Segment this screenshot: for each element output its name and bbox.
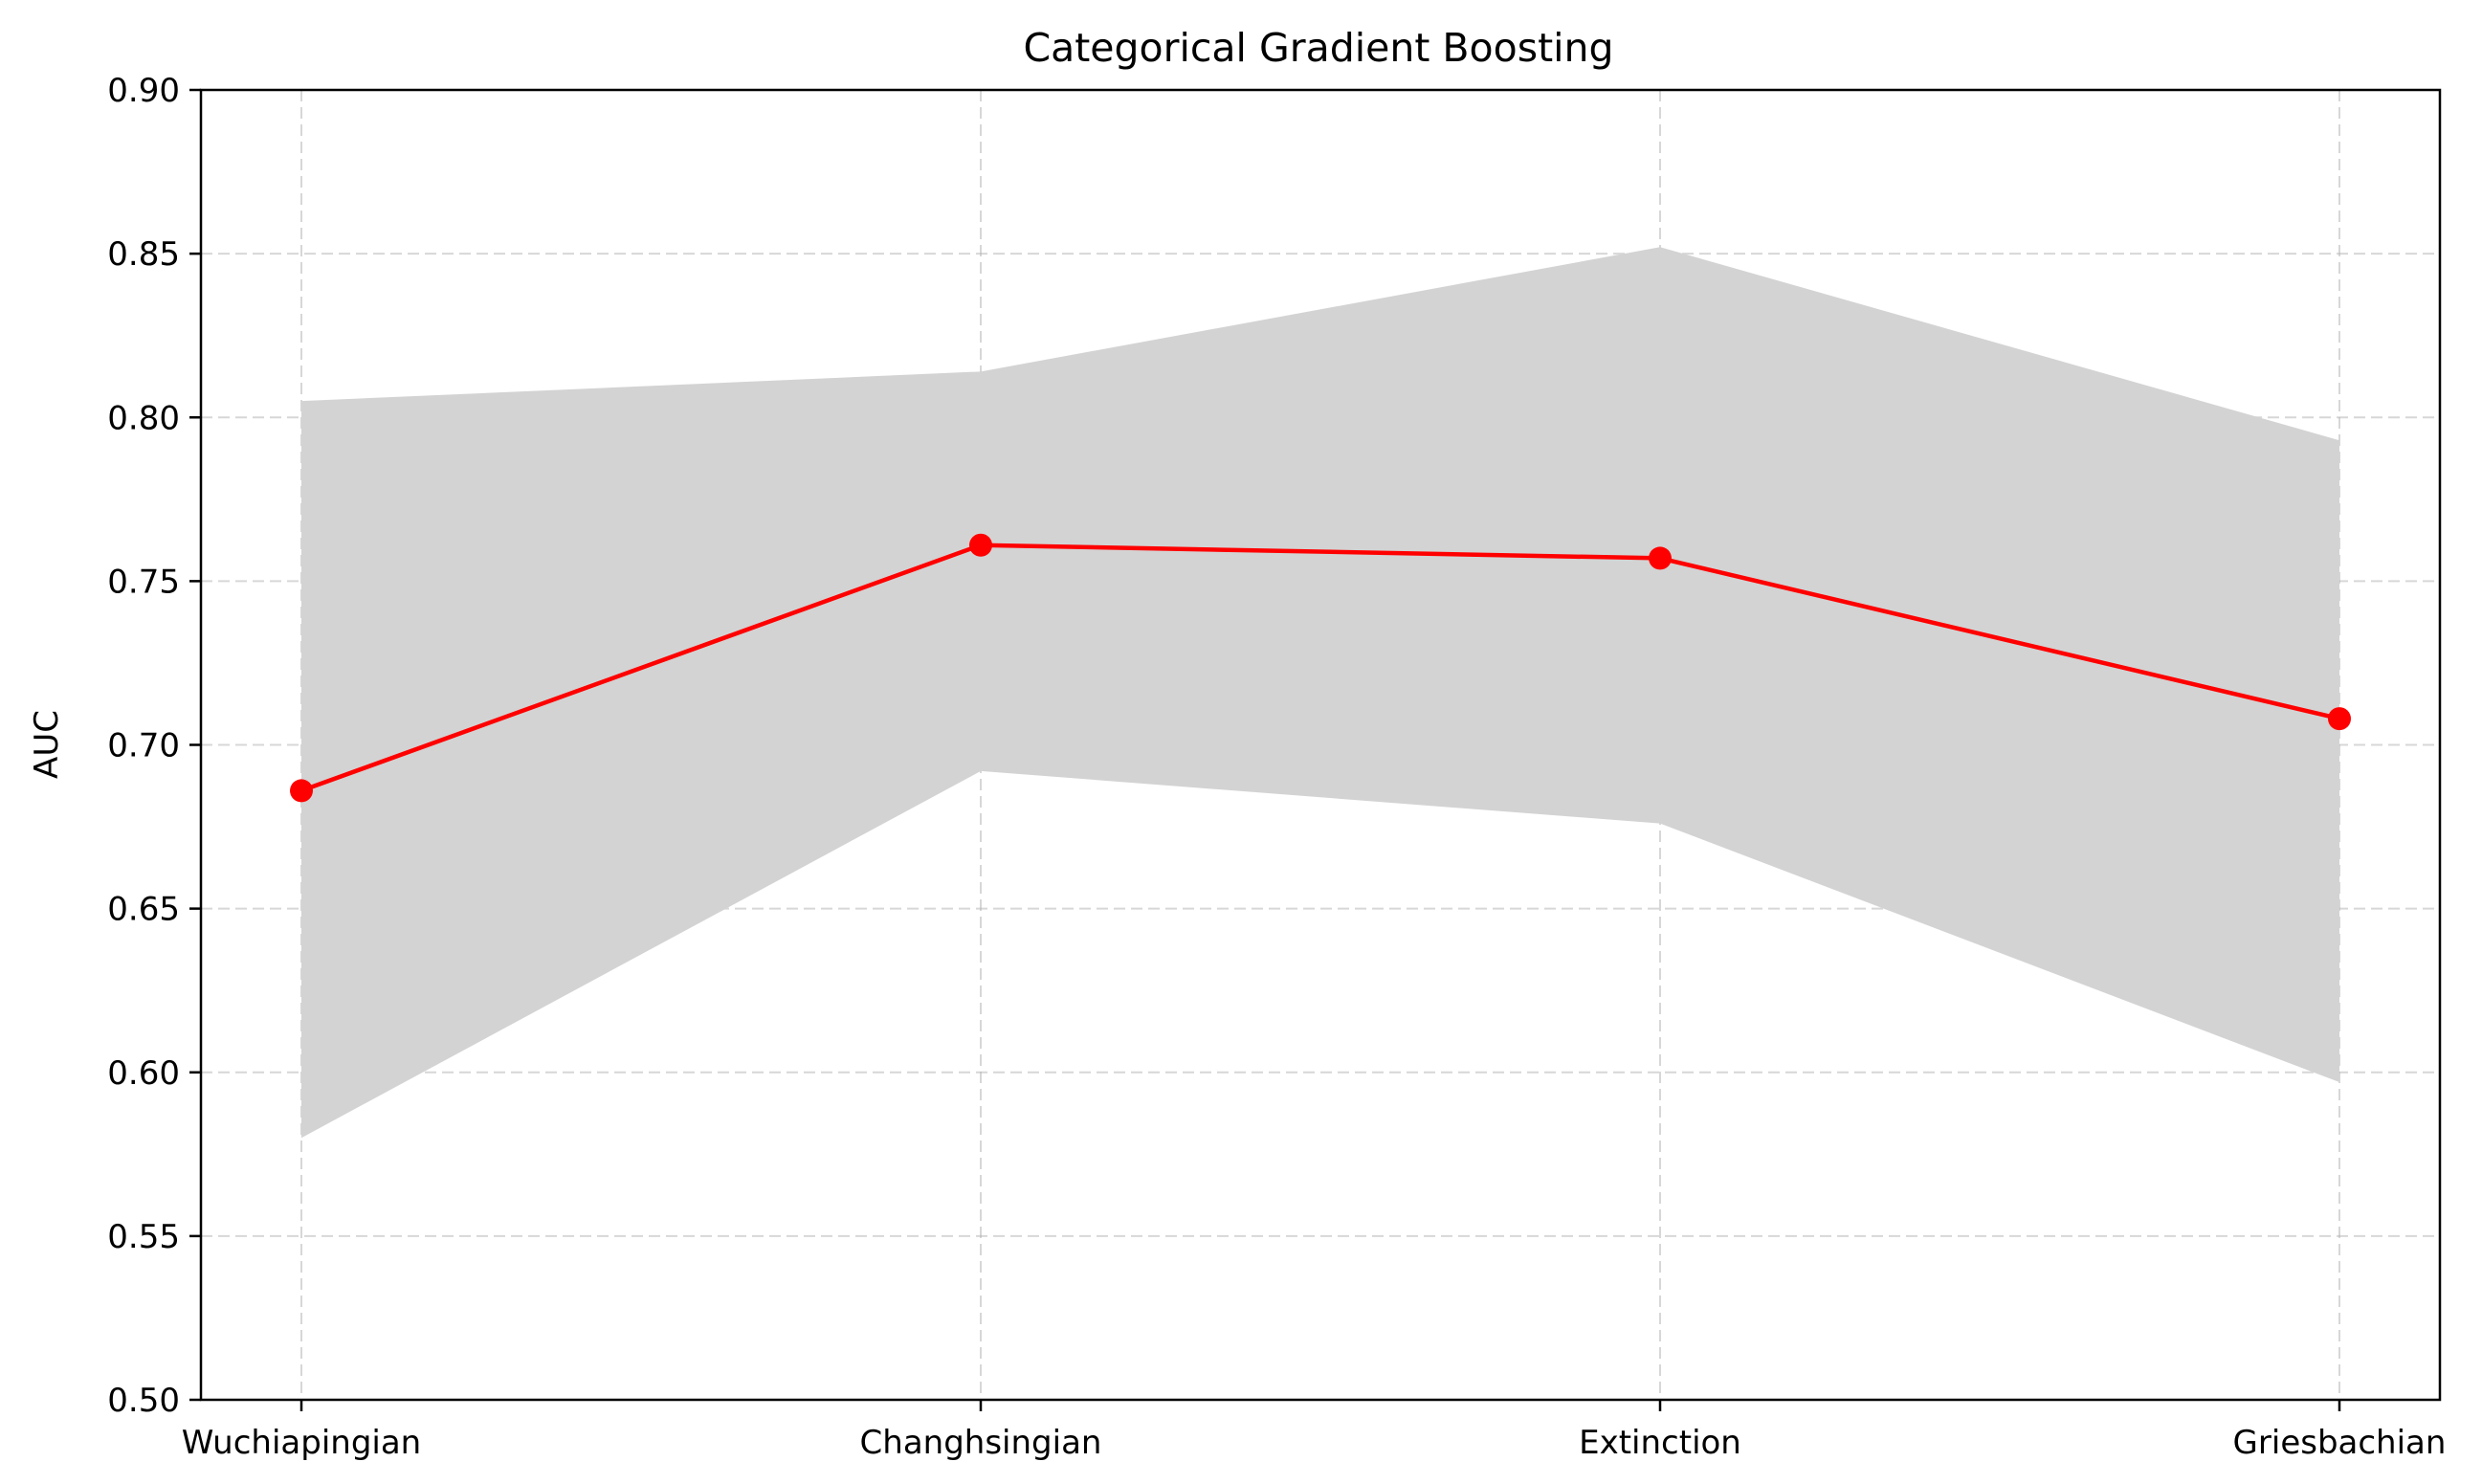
data-point — [2328, 707, 2351, 731]
data-point — [1649, 546, 1672, 570]
confidence-band-layer — [301, 247, 2339, 1139]
x-tick-label: Extinction — [1579, 1424, 1741, 1462]
y-tick-label: 0.80 — [107, 399, 180, 437]
y-tick-label: 0.90 — [107, 72, 180, 110]
y-tick-label: 0.60 — [107, 1054, 180, 1093]
y-tick-label: 0.50 — [107, 1382, 180, 1420]
data-point — [290, 779, 313, 803]
confidence-band — [301, 247, 2339, 1139]
chart-title: Categorical Gradient Boosting — [1023, 25, 1613, 71]
x-tick-label: Griesbachian — [2233, 1424, 2447, 1462]
tick-marks-and-labels: 0.50 0.55 0.60 0.65 0.70 0.75 0.80 0.85 0.90 Wuch… — [107, 72, 2446, 1462]
data-point — [969, 533, 992, 557]
series-line — [300, 543, 2340, 793]
y-tick-label: 0.65 — [107, 891, 180, 929]
series-line-layer — [300, 543, 2340, 793]
y-tick-label: 0.55 — [107, 1218, 180, 1256]
x-tick-label: Wuchiapingian — [182, 1424, 421, 1462]
y-tick-label: 0.75 — [107, 563, 180, 601]
y-axis-title: AUC — [28, 710, 66, 779]
x-tick-label: Changhsingian — [860, 1424, 1102, 1462]
y-tick-label: 0.85 — [107, 235, 180, 274]
series-points-layer — [290, 533, 2351, 803]
y-tick-label: 0.70 — [107, 727, 180, 765]
